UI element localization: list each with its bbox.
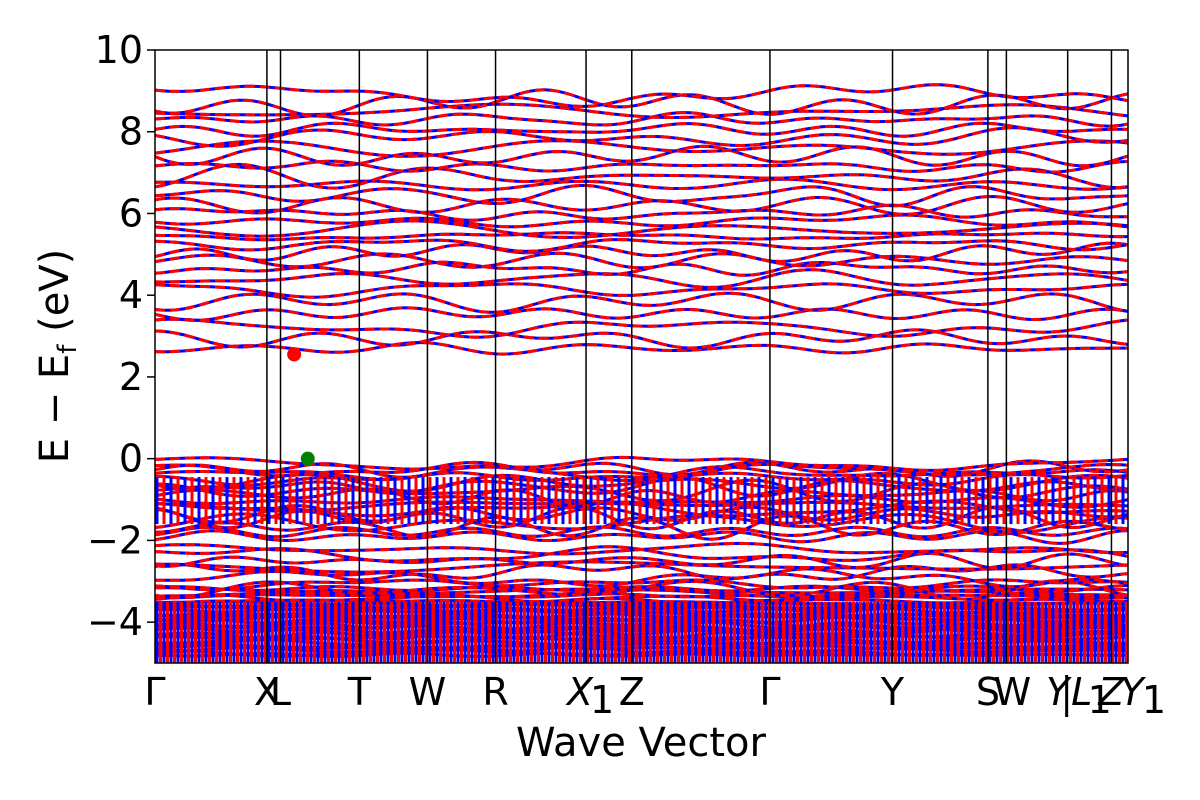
band-spin-down-33 — [155, 551, 1128, 570]
x-tick-label: Γ — [759, 670, 780, 714]
high-symmetry-lines — [266, 50, 1113, 663]
band-spin-down-54 — [155, 340, 1128, 356]
band-spin-down-77 — [155, 121, 1128, 138]
band-spin-down-24 — [155, 592, 1128, 600]
band-spin-down-79 — [155, 102, 1128, 119]
x-tick-label: L — [1071, 670, 1092, 714]
band-spin-up-70 — [155, 183, 1128, 208]
y-axis-ticks: −4 −2 0 2 4 6 8 10 — [87, 28, 155, 644]
band-spin-down-81 — [155, 83, 1128, 108]
y-tick-label: 2 — [119, 355, 143, 399]
y-tick-label: 10 — [95, 28, 143, 72]
band-spin-up-55 — [155, 328, 1128, 350]
vbm-marker — [300, 451, 315, 466]
y-tick-label: 0 — [119, 437, 143, 481]
y-tick-label: 8 — [119, 110, 143, 154]
band-spin-down-30 — [155, 567, 1128, 589]
x-tick-label: W — [994, 670, 1032, 714]
plot-frame — [154, 49, 1129, 664]
x-tick-label: Y — [880, 670, 905, 714]
x-tick-label: R — [482, 670, 508, 714]
band-spin-down-65 — [155, 231, 1128, 242]
band-spin-down-71 — [155, 177, 1128, 192]
extrema-markers — [287, 347, 315, 466]
band-spin-down-61 — [155, 260, 1128, 277]
y-tick-label: 4 — [119, 273, 143, 317]
band-spin-down-63 — [155, 241, 1128, 264]
x-tick-label: Z — [1097, 670, 1125, 714]
y-tick-label: −2 — [87, 518, 143, 562]
x-axis-title: Wave Vector — [516, 720, 767, 766]
x-tick-label: W — [409, 670, 447, 714]
band-spin-down-67 — [155, 213, 1128, 229]
x-tick-label: S — [976, 670, 1000, 714]
band-spin-up-62 — [155, 251, 1128, 270]
band-spin-down-60 — [155, 268, 1128, 289]
x-tick-label: Y — [1120, 670, 1146, 714]
band-spin-down-72 — [155, 162, 1128, 190]
band-spin-down-76 — [155, 126, 1128, 148]
band-spin-down-74 — [155, 144, 1128, 168]
band-spin-down-64 — [155, 238, 1128, 253]
band-spin-down-53 — [155, 455, 1128, 472]
band-spin-down-80 — [155, 88, 1128, 118]
band-spin-down-68 — [155, 203, 1128, 222]
x-tick-label: X — [565, 670, 594, 714]
x-tick-label: 1 — [1142, 678, 1166, 722]
band-spin-down-55 — [155, 328, 1128, 350]
x-tick-label: 1 — [1088, 678, 1112, 722]
band-spin-down-31 — [155, 562, 1128, 582]
band-spin-down-75 — [155, 139, 1128, 158]
band-spin-up-80 — [155, 88, 1128, 118]
x-tick-label: L — [270, 670, 291, 714]
band-spin-down-73 — [155, 159, 1128, 174]
band-lines — [155, 83, 1128, 663]
band-spin-down-66 — [155, 219, 1128, 239]
y-tick-label: −4 — [87, 600, 143, 644]
cbm-marker — [287, 347, 302, 362]
x-tick-label: 1 — [590, 678, 614, 722]
band-spin-down-56 — [155, 317, 1128, 339]
band-spin-down-36 — [155, 529, 1128, 545]
x-tick-label: Γ — [144, 670, 165, 714]
band-spin-down-78 — [155, 110, 1128, 128]
band-spin-down-59 — [155, 282, 1128, 299]
band-spin-down-32 — [155, 560, 1128, 574]
y-axis-title: E − Ef (eV) — [32, 249, 83, 464]
band-spin-down-57 — [155, 306, 1128, 322]
x-tick-label: T — [347, 670, 372, 714]
band-spin-down-52 — [155, 460, 1128, 478]
y-tick-label: 6 — [119, 191, 143, 235]
x-tick-label: Z — [619, 670, 645, 714]
band-spin-down-39 — [155, 512, 1128, 534]
band-spin-up-68 — [155, 203, 1128, 222]
band-spin-down-29 — [155, 578, 1128, 592]
band-spin-down-28 — [155, 579, 1128, 601]
x-tick-label: X — [254, 670, 280, 714]
band-spin-up-57 — [155, 306, 1128, 322]
band-spin-down-35 — [155, 541, 1128, 556]
band-spin-down-58 — [155, 291, 1128, 314]
